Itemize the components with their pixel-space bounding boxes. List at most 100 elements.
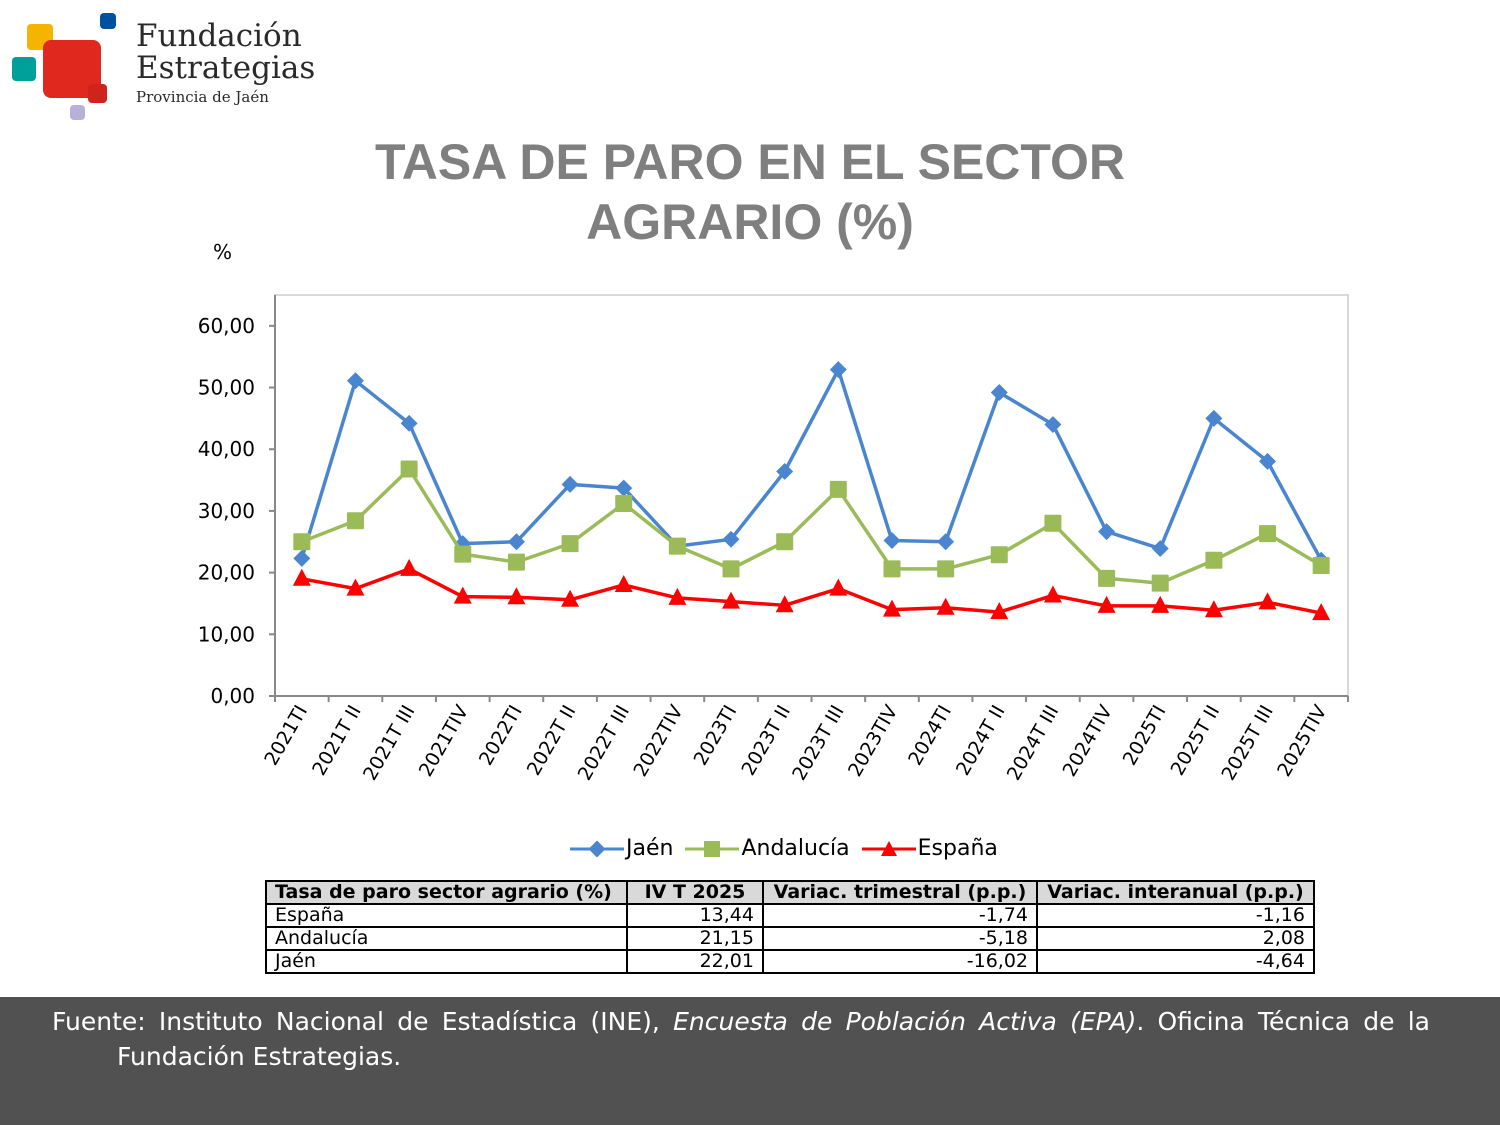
x-tick-label: 2023T III [788,702,848,785]
data-point-triangle [722,591,741,609]
x-tick-label: 2023T II [737,702,795,780]
data-point-diamond [346,372,364,390]
data-point-triangle [1204,600,1223,618]
x-tick-label: 2022TIV [629,701,687,780]
x-tick-label: 2025TIV [1273,701,1331,780]
x-tick-label: 2021TIV [415,701,473,780]
series-line [301,567,1322,615]
data-point-square [400,460,418,478]
x-tick-label: 2021T III [359,702,419,785]
table-cell: -4,64 [1036,949,1315,974]
legend: Jaén Andalucía España [568,836,1002,861]
data-point-triangle [1097,595,1116,613]
data-point-diamond [829,361,847,379]
table-header: IV T 2025 [626,880,764,905]
x-tick-label: 2022T II [523,702,581,780]
table-cell: -1,74 [762,903,1038,928]
table-header-row: Tasa de paro sector agrario (%) IV T 202… [265,880,1315,905]
y-tick-label: 10,00 [198,622,255,646]
data-point-square [829,480,847,498]
table-header: Variac. trimestral (p.p.) [762,880,1038,905]
data-point-triangle [346,578,365,596]
legend-item-jaen: Jaén [568,836,673,861]
data-point-triangle [507,587,526,605]
y-tick-label: 60,00 [198,314,255,338]
y-axis-label: % [213,240,233,264]
data-point-diamond [990,383,1008,401]
legend-label: Jaén [626,836,674,861]
source-text-b: . Oficina Técnica de la [1136,1007,1430,1036]
data-point-triangle [775,595,794,613]
table-header: Variac. interanual (p.p.) [1036,880,1315,905]
source-line2: Fundación Estrategias. [117,1042,402,1071]
y-tick-label: 20,00 [198,561,255,585]
data-point-triangle [400,558,419,576]
series-line [300,367,1323,562]
series-line [301,467,1323,585]
legend-label: Andalucía [741,836,850,861]
x-tick-label: 2022T III [574,702,634,785]
table-cell: 21,15 [626,926,764,951]
data-point-diamond [561,475,579,493]
data-point-triangle [292,568,311,586]
data-point-triangle [936,597,955,615]
table-cell: Andalucía [265,926,628,951]
data-point-square [990,546,1008,564]
legend-item-andalucia: Andalucía [683,836,850,861]
data-point-diamond [776,462,794,480]
data-point-square [776,533,794,551]
data-point-triangle [1043,585,1062,603]
table-cell: 22,01 [626,949,764,974]
data-point-square [668,537,686,555]
table-row: Jaén 22,01 -16,02 -4,64 [265,949,1315,974]
data-point-diamond [615,479,633,497]
logo-square-red-small [88,84,107,103]
data-point-triangle [668,587,687,605]
legend-marker-triangle-icon [861,840,916,856]
x-tick-label: 2024T III [1003,702,1063,785]
data-point-square [1205,551,1223,569]
data-point-diamond [1044,416,1062,434]
source-footer: Fuente: Instituto Nacional de Estadístic… [0,997,1500,1125]
data-point-diamond [400,414,418,432]
data-point-diamond [1151,540,1169,558]
y-tick-label: 40,00 [198,437,255,461]
data-point-square [1259,525,1277,543]
data-point-diamond [937,533,955,551]
data-point-square [1312,557,1330,575]
data-point-triangle [882,599,901,617]
table-cell: 13,44 [626,903,764,928]
table-header: Tasa de paro sector agrario (%) [265,880,628,905]
data-point-square [937,560,955,578]
data-point-square [883,560,901,578]
series-jaén [293,361,1330,569]
x-tick-label: 2024T II [952,702,1010,780]
table-cell: -1,16 [1036,903,1315,928]
data-point-diamond [722,530,740,548]
x-tick-label: 2021TI [260,702,312,770]
data-point-diamond [293,549,311,567]
title-line1: TASA DE PARO EN EL SECTOR [374,134,1126,190]
series-españa [292,558,1331,621]
data-point-triangle [990,602,1009,620]
data-point-triangle [1258,592,1277,610]
table-cell: -5,18 [762,926,1038,951]
x-tick-label: 2022TI [475,702,527,770]
y-tick-label: 30,00 [198,499,255,523]
data-point-triangle [829,578,848,596]
logo-square-teal [12,57,36,81]
table-row: España 13,44 -1,74 -1,16 [265,903,1315,928]
legend-marker-square-icon [685,840,740,857]
source-text-a: Fuente: Instituto Nacional de Estadístic… [52,1007,660,1036]
x-tick-label: 2025T II [1167,702,1225,780]
x-tick-label: 2024TIV [1059,701,1117,780]
data-point-square [507,553,525,571]
data-point-square [722,560,740,578]
logo-text-line3: Provincia de Jaén [136,88,269,106]
table-cell: -16,02 [762,949,1038,974]
data-point-square [454,545,472,563]
table-cell: España [265,903,628,928]
plot-area [274,294,1349,697]
logo: Fundación Estrategias Provincia de Jaén [10,10,315,125]
logo-square-lilac [70,105,85,120]
